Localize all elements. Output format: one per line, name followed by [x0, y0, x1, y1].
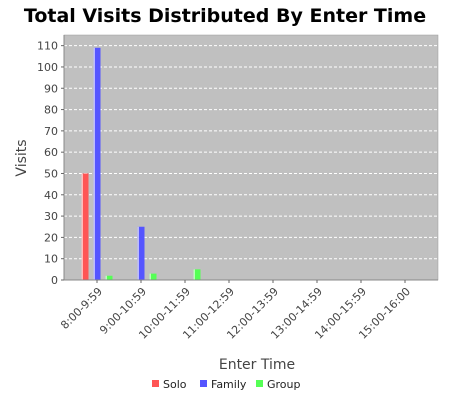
bar-group: [193, 269, 201, 280]
legend-swatch-group: [256, 380, 263, 387]
legend-label-group: Group: [267, 378, 301, 391]
y-tick-label: 90: [44, 82, 58, 95]
bar-family: [93, 47, 101, 280]
plot-area: [63, 34, 439, 281]
bar-highlight: [93, 47, 95, 280]
x-axis-ticks: 8:00-9:599:00-10:5910:00-11:5911:00-12:5…: [58, 280, 413, 342]
y-tick-label: 50: [44, 167, 58, 180]
y-tick-label: 100: [37, 61, 58, 74]
legend-label-family: Family: [211, 378, 247, 391]
x-axis-label: Enter Time: [219, 357, 295, 373]
bar-group: [105, 275, 113, 280]
bar-highlight: [193, 269, 195, 280]
bar-solo: [81, 173, 89, 280]
y-tick-label: 20: [44, 231, 58, 244]
y-axis-label: Visits: [14, 139, 30, 176]
legend-label-solo: Solo: [163, 378, 187, 391]
y-tick-label: 40: [44, 189, 58, 202]
y-tick-label: 10: [44, 253, 58, 266]
y-tick-label: 30: [44, 210, 58, 223]
gridlines: [64, 45, 438, 260]
y-tick-label: 60: [44, 146, 58, 159]
bar-highlight: [81, 173, 83, 280]
y-tick-label: 110: [37, 40, 58, 53]
bar-family: [137, 226, 145, 280]
legend: Solo Family Group: [152, 378, 301, 391]
bar-highlight: [137, 226, 139, 280]
y-tick-label: 80: [44, 104, 58, 117]
y-tick-label: 70: [44, 125, 58, 138]
x-tick-label: 8:00-9:59: [58, 285, 105, 332]
legend-swatch-solo: [152, 380, 159, 387]
bar-group: [149, 273, 157, 280]
chart-title: Total Visits Distributed By Enter Time: [24, 5, 426, 27]
bars: [81, 47, 201, 280]
y-tick-label: 0: [51, 274, 58, 287]
y-axis-ticks: 0 10 20 30 40 50 60 70 80 90 100 110: [37, 40, 64, 287]
bar-highlight: [105, 275, 107, 280]
bar-highlight: [149, 273, 151, 280]
legend-swatch-family: [200, 380, 207, 387]
